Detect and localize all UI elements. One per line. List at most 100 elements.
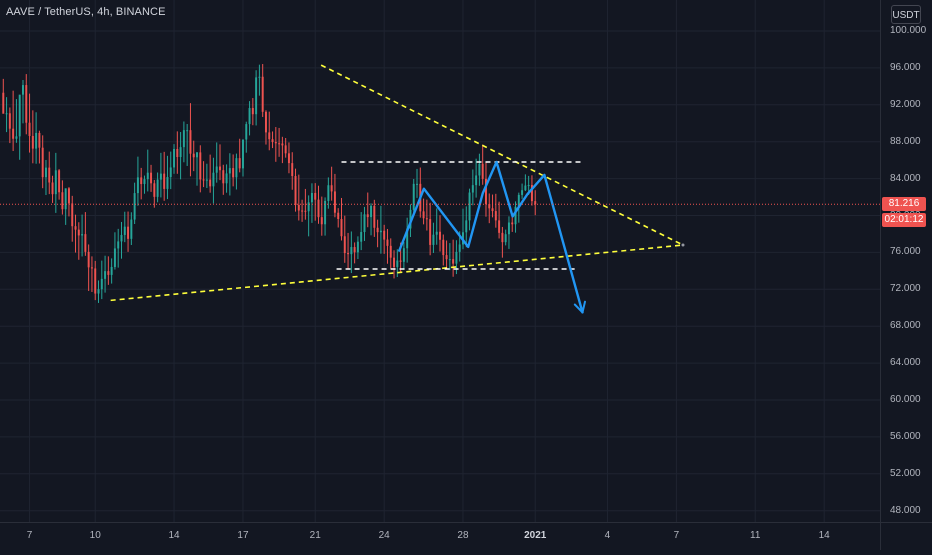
candle-body (156, 179, 159, 197)
candle (324, 197, 327, 236)
candle-body (222, 170, 225, 184)
candle-body (74, 226, 77, 230)
candle (146, 149, 149, 192)
candle-body (452, 259, 455, 264)
candle (156, 172, 159, 203)
candle-body (143, 179, 146, 185)
candle (245, 121, 248, 153)
candle (297, 174, 300, 221)
candle-body (31, 135, 34, 149)
candle-body (484, 178, 487, 205)
candle-body (425, 218, 428, 220)
candle-body (163, 173, 166, 189)
candle-body (504, 234, 507, 243)
candle (202, 161, 205, 188)
candle-body (517, 194, 520, 207)
candle (173, 144, 176, 174)
candle (159, 152, 162, 198)
candle (327, 177, 330, 209)
candle (278, 127, 281, 157)
candle (120, 221, 123, 259)
triangle-upper-trendline (320, 64, 684, 246)
candle-body (435, 231, 438, 235)
candle (442, 234, 445, 266)
candle (448, 243, 451, 271)
time-tick-label: 17 (237, 530, 249, 541)
candle (90, 256, 93, 292)
candle (54, 152, 57, 213)
candle-body (209, 179, 212, 187)
candle-body (376, 227, 379, 233)
arrow-head (573, 300, 586, 314)
price-tick-label: 60.000 (890, 394, 921, 405)
candle-body (245, 124, 248, 140)
candle-body (360, 232, 363, 242)
candle-body (274, 142, 277, 144)
time-tick-label: 24 (378, 530, 390, 541)
candle (465, 206, 468, 248)
candle (501, 226, 504, 258)
candle-body (491, 208, 494, 212)
candle-body (107, 271, 110, 275)
candle-body (307, 202, 310, 212)
candle (117, 228, 120, 268)
candle (376, 219, 379, 248)
candle-body (61, 192, 64, 210)
candle-body (110, 266, 113, 275)
candle (304, 188, 307, 220)
candle-body (189, 130, 192, 154)
candle (366, 192, 369, 228)
candle (468, 188, 471, 231)
candle-body (28, 122, 31, 136)
candle-body (412, 183, 415, 210)
candle (363, 206, 366, 241)
candle-body (278, 143, 281, 145)
candle (251, 98, 254, 126)
candle (38, 130, 41, 164)
candle (12, 90, 15, 152)
candle-body (58, 170, 61, 193)
candle (35, 112, 38, 164)
candle-body (534, 201, 537, 205)
candle (406, 217, 409, 263)
candle-body (511, 222, 514, 225)
candle-body (136, 177, 139, 194)
candle-body (324, 200, 327, 225)
candle-body (291, 163, 294, 177)
candle-body (87, 251, 90, 268)
candle-body (166, 177, 169, 189)
candle (393, 250, 396, 279)
candle-body (350, 247, 353, 255)
candle (97, 280, 100, 303)
time-tick-label: 7 (673, 530, 680, 541)
candle (419, 167, 422, 218)
candle-body (271, 139, 274, 143)
price-tick-label: 56.000 (890, 430, 921, 442)
candle (15, 99, 18, 143)
candle (383, 224, 386, 254)
candle (284, 138, 287, 158)
candle-body (5, 113, 8, 115)
candle (301, 199, 304, 222)
candle (2, 78, 5, 114)
candle-body (366, 214, 369, 218)
candle (179, 132, 182, 180)
price-tick-label: 92.000 (890, 98, 921, 110)
candle (333, 173, 336, 218)
candle-body (409, 209, 412, 229)
candle (110, 258, 113, 284)
candle-body (527, 185, 530, 187)
candle (150, 164, 153, 192)
candle (28, 93, 31, 153)
currency-button[interactable]: USDT (891, 5, 921, 24)
candle (22, 79, 24, 124)
candle (488, 193, 491, 224)
candle (258, 64, 261, 96)
triangle-lower-trendline (110, 244, 684, 302)
candle-body (225, 173, 228, 184)
price-tick-label: 72.000 (890, 283, 921, 295)
candle (429, 202, 432, 256)
time-tick-label: 14 (168, 530, 180, 541)
